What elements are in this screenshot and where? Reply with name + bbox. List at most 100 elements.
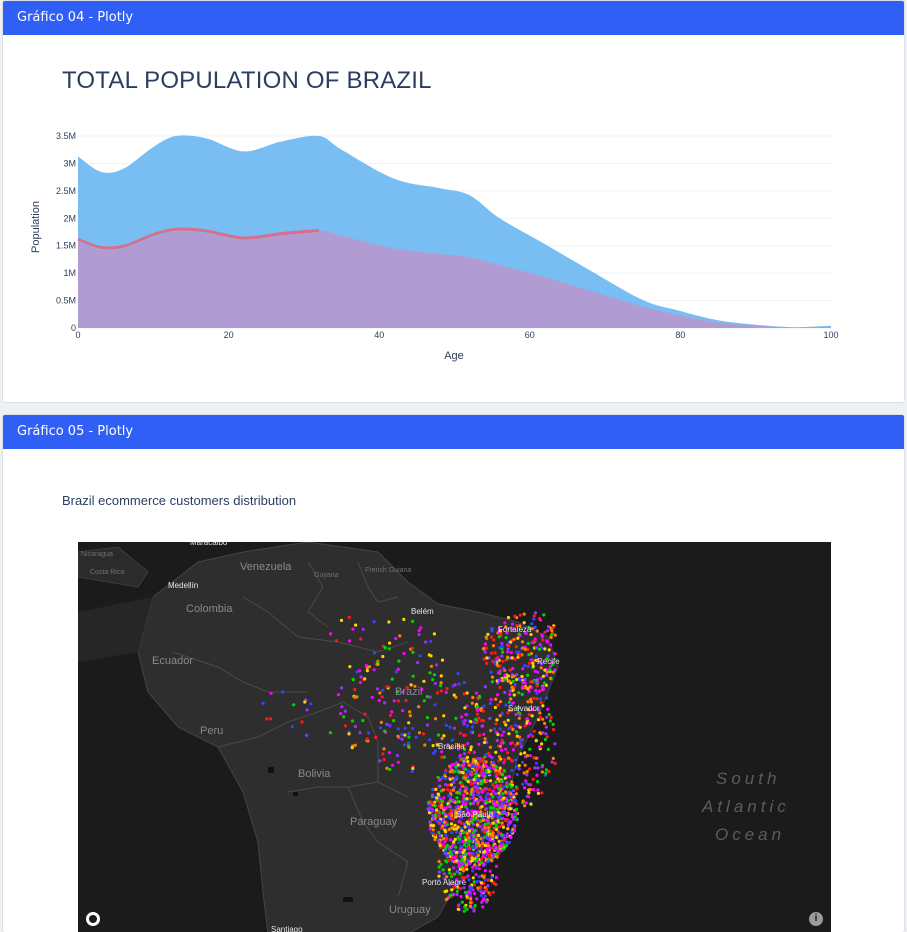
customer-point (467, 750, 471, 754)
customer-point (469, 782, 474, 786)
customer-point (520, 692, 524, 696)
customers-map[interactable]: Nicaragua Costa Rica Maracaibo Venezuela Guy… (78, 542, 831, 932)
customer-point (411, 619, 415, 623)
customer-point (541, 638, 545, 642)
customer-point (483, 812, 487, 816)
customer-point (444, 833, 448, 837)
customer-point (481, 905, 485, 909)
customer-point (511, 748, 515, 752)
customer-point (505, 812, 509, 816)
customer-point (445, 889, 449, 893)
customer-point (379, 720, 383, 724)
customer-point (459, 895, 463, 899)
customer-point (515, 772, 519, 777)
customer-point (521, 685, 525, 689)
customer-point (466, 874, 470, 878)
customer-point (494, 864, 499, 868)
customer-point (436, 775, 440, 779)
customer-point (407, 735, 411, 739)
customer-point (456, 671, 460, 676)
y-tick-label: 2.5M (56, 186, 76, 196)
customer-point (500, 679, 504, 683)
customer-point (455, 775, 459, 779)
customer-point (430, 793, 435, 797)
customer-point (514, 799, 518, 803)
customer-point (359, 637, 363, 641)
customer-point (510, 768, 514, 772)
customer-point (514, 712, 518, 717)
customer-point (342, 715, 346, 719)
customer-point (474, 691, 479, 695)
mapbox-logo-icon[interactable] (86, 912, 100, 926)
customer-point (482, 732, 486, 736)
customer-point (433, 833, 437, 837)
customer-point (469, 834, 473, 838)
customer-point (463, 905, 467, 909)
customer-point (475, 789, 480, 793)
customer-point (512, 788, 516, 793)
customer-point (491, 839, 495, 843)
series-male-line[interactable] (77, 227, 320, 250)
customer-point (448, 882, 452, 887)
customer-point (477, 867, 481, 871)
customer-point (477, 774, 481, 778)
customer-point (478, 795, 483, 799)
customer-point (509, 697, 513, 701)
customer-point (383, 646, 387, 650)
customer-point (506, 711, 510, 715)
map-label: Salvador (508, 704, 540, 713)
customer-point (495, 848, 499, 852)
customer-point (515, 673, 519, 677)
customer-point (489, 728, 493, 733)
map-label: Porto Alegre (422, 878, 467, 887)
series-female-area[interactable] (78, 230, 831, 328)
customer-point (426, 807, 430, 811)
customer-point (385, 766, 389, 770)
customer-point (500, 810, 504, 815)
customer-point (405, 685, 409, 690)
customer-point (479, 782, 484, 786)
customer-point (449, 822, 454, 826)
customer-point (455, 878, 459, 882)
customer-point (491, 760, 496, 764)
customer-point (348, 665, 352, 669)
customer-point (527, 653, 531, 657)
customer-point (480, 805, 484, 809)
customer-point (401, 690, 405, 694)
customer-point (506, 615, 510, 620)
customer-point (470, 856, 474, 860)
customer-point (438, 843, 442, 848)
customer-point (467, 839, 471, 843)
customer-point (467, 829, 472, 833)
customer-point (507, 791, 511, 795)
customer-point (401, 709, 405, 713)
customer-point (475, 705, 479, 709)
customer-point (497, 635, 501, 639)
customer-point (443, 840, 447, 844)
customer-point (398, 634, 402, 638)
customer-point (521, 799, 525, 803)
population-area-chart[interactable]: 0 20 40 60 80 100 0 0.5M 1M 1.5M 2M 2.5M 3M 3.5M Age… (3, 35, 905, 403)
info-icon[interactable]: i (809, 912, 823, 926)
customer-point (463, 825, 467, 829)
customer-point (484, 841, 488, 845)
customer-point (474, 769, 478, 774)
customer-point (432, 673, 437, 677)
customer-point (402, 743, 407, 747)
customer-point (479, 706, 483, 711)
customer-point (438, 796, 442, 800)
customer-point (498, 794, 502, 798)
customer-point (485, 900, 489, 904)
customer-point (417, 705, 421, 709)
customer-point (439, 684, 443, 688)
customer-point (526, 641, 530, 646)
customer-point (474, 872, 478, 877)
customer-point (448, 770, 452, 774)
customer-point (500, 804, 505, 808)
customer-point (300, 720, 304, 724)
customer-point (512, 693, 516, 697)
customer-point (420, 687, 424, 692)
customer-point (519, 742, 523, 746)
customer-point (458, 731, 462, 735)
customer-point (477, 863, 481, 867)
